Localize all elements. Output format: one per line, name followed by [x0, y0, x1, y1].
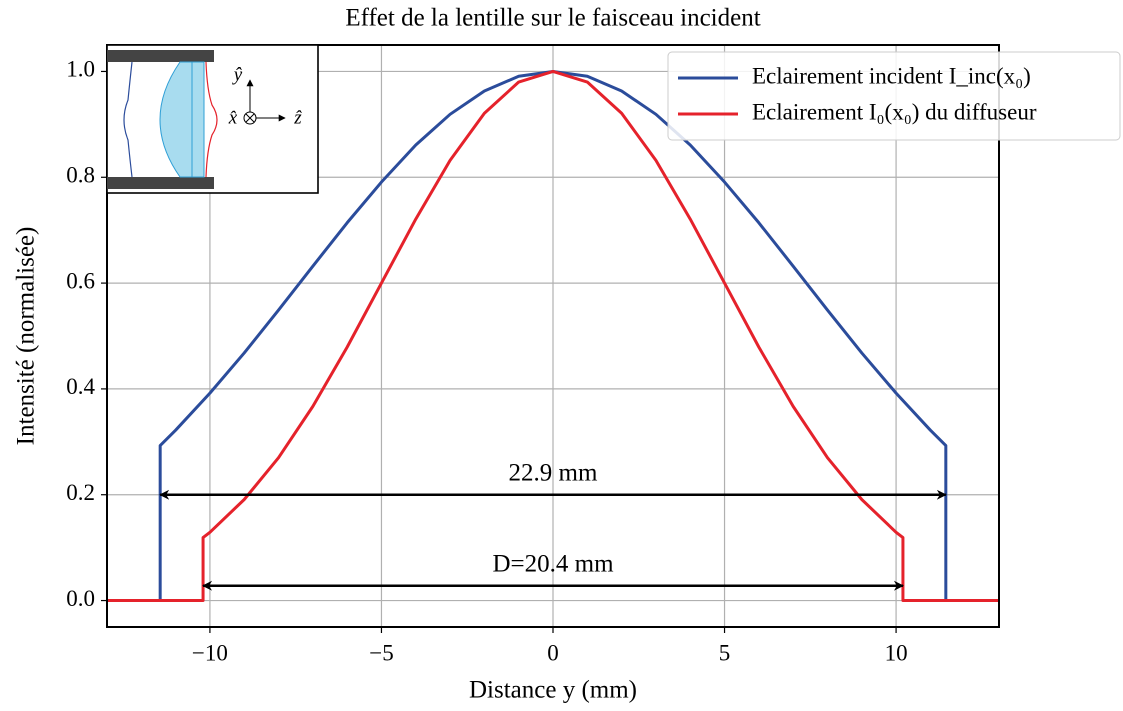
y-tick-label: 0.6	[66, 268, 95, 293]
y-tick-label: 0.8	[66, 163, 95, 188]
x-tick-label: −5	[369, 640, 393, 665]
inset-beam	[205, 61, 218, 178]
annotations: 22.9 mm D=20.4 mm	[159, 459, 947, 591]
grid: −10 −5 0 5 10 0.0 0.2 0.4 0.6 0.8 1.0	[66, 45, 999, 665]
legend: Eclairement incident I_inc(x₀) Eclairemen…	[667, 51, 1121, 141]
x-tick-label: 10	[885, 640, 908, 665]
lines	[107, 69, 999, 603]
inset-diffuser	[191, 61, 205, 178]
inset-axis-origin	[245, 113, 255, 123]
series-line	[107, 69, 999, 603]
inset-bar	[107, 50, 214, 62]
y-tick-label: 1.0	[66, 57, 95, 82]
legend-box	[667, 51, 1121, 141]
y-tick-label: 0.4	[66, 374, 95, 399]
legend-label: Eclairement I₀(x₀) du diffuseur	[752, 99, 1037, 124]
inset-bar	[107, 177, 214, 189]
chart-title: Effet de la lentille sur le faisceau inc…	[345, 5, 760, 32]
y-axis-label: Intensité (normalisée)	[13, 227, 40, 446]
x-tick-label: −10	[192, 640, 228, 665]
annotation-text: 22.9 mm	[509, 459, 598, 486]
annotation-text: D=20.4 mm	[492, 550, 614, 577]
inset-label: ẑ	[293, 107, 302, 128]
inset-frame	[106, 44, 319, 194]
x-tick-label: 0	[547, 640, 559, 665]
y-tick-label: 0.2	[66, 480, 95, 505]
inset-label: x̂	[228, 107, 238, 128]
legend-label: Eclairement incident I_inc(x₀)	[752, 63, 1031, 88]
x-tick-label: 5	[719, 640, 731, 665]
y-tick-label: 0.0	[66, 586, 95, 611]
inset-beam	[123, 61, 133, 178]
x-axis-label: Distance y (mm)	[469, 677, 637, 704]
inset: ŷ x̂ ẑ	[106, 44, 319, 194]
plot-frame	[106, 44, 1000, 628]
inset-lens	[159, 61, 193, 178]
inset-label: ŷ	[232, 64, 243, 85]
